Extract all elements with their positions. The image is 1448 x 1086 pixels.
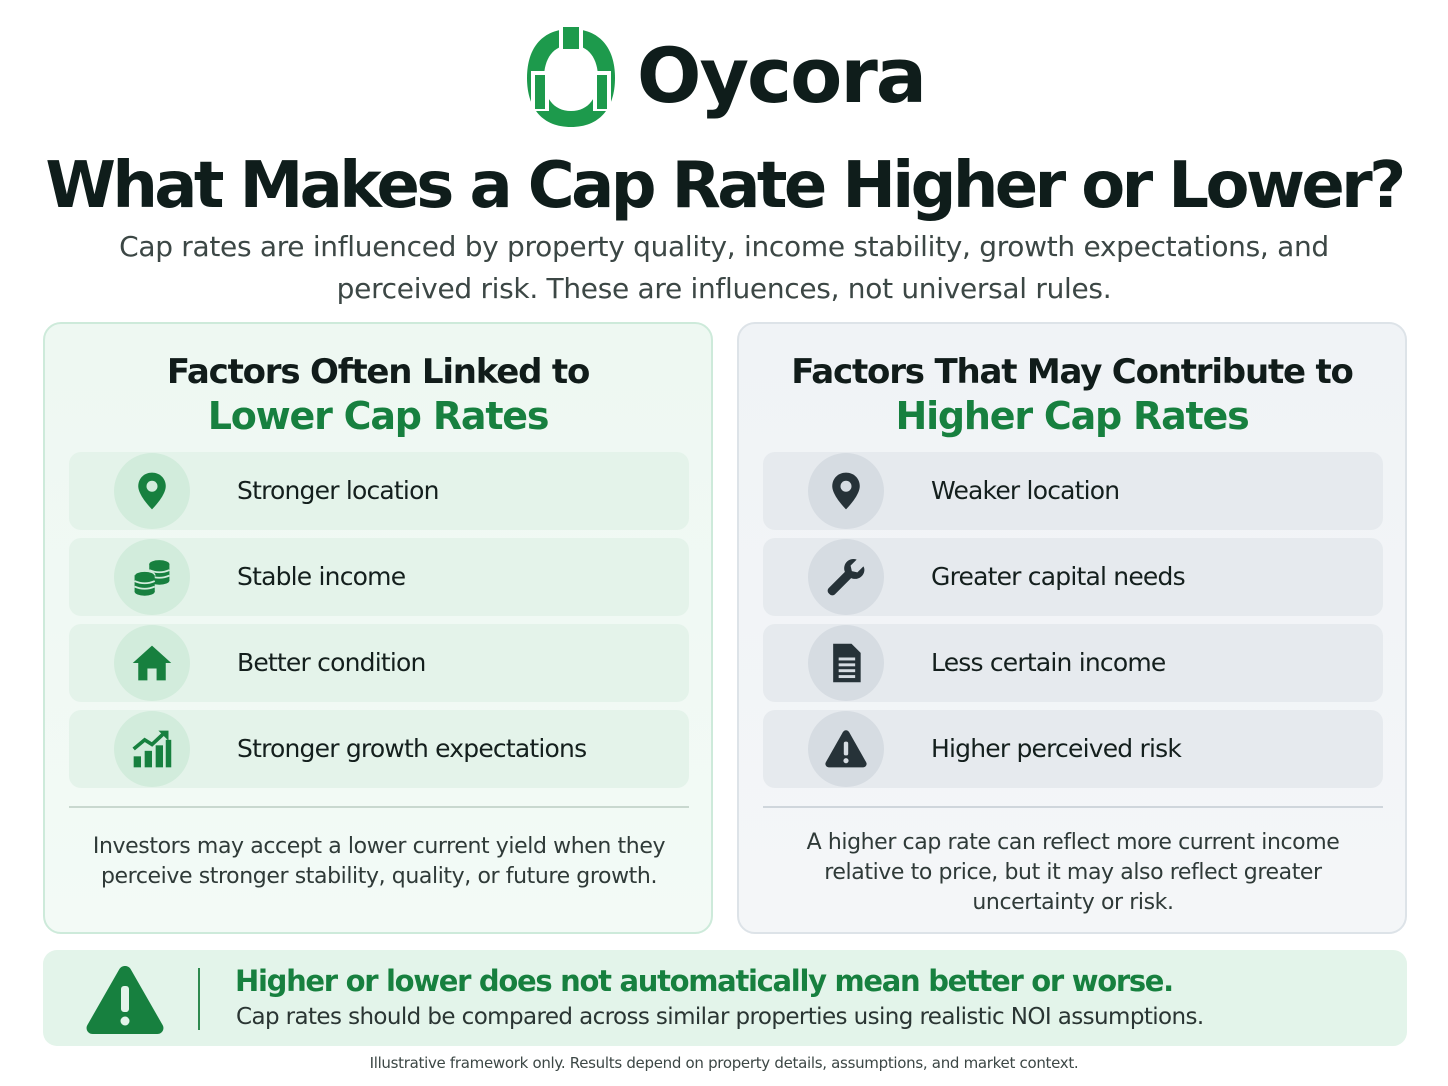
- higher-factor-list: Weaker location Greater capital needs: [763, 452, 1383, 796]
- page-subtitle: Cap rates are influenced by property qua…: [119, 230, 1329, 305]
- document-icon: [808, 625, 884, 701]
- callout-divider: [198, 968, 200, 1030]
- lower-cap-rates-panel: Factors Often Linked to Lower Cap Rates …: [43, 322, 713, 934]
- list-item: Stronger growth expectations: [69, 710, 689, 788]
- callout-text: Cap rates should be compared across simi…: [236, 1004, 1204, 1030]
- higher-panel-heading-line2: Higher Cap Rates: [895, 394, 1249, 438]
- list-item-label: Better condition: [237, 648, 426, 677]
- warning-icon: [808, 711, 884, 787]
- list-item-label: Stable income: [237, 562, 406, 591]
- list-item: Weaker location: [763, 452, 1383, 530]
- list-item: Greater capital needs: [763, 538, 1383, 616]
- wrench-icon: [808, 539, 884, 615]
- list-item-label: Stronger growth expectations: [237, 734, 587, 763]
- higher-panel-heading-line1: Factors That May Contribute to: [791, 352, 1354, 392]
- lower-panel-heading-line1: Factors Often Linked to: [166, 352, 591, 392]
- brand-name: Oycora: [636, 30, 927, 120]
- list-item: Less certain income: [763, 624, 1383, 702]
- location-pin-icon: [808, 453, 884, 529]
- list-item: Better condition: [69, 624, 689, 702]
- list-item-label: Less certain income: [931, 648, 1166, 677]
- lower-panel-heading-line2: Lower Cap Rates: [207, 394, 550, 438]
- panel-divider: [69, 806, 689, 808]
- callout-banner: Higher or lower does not automatically m…: [43, 950, 1407, 1046]
- oycora-logo-icon: [526, 25, 615, 127]
- lower-panel-heading: Factors Often Linked to Lower Cap Rates: [45, 350, 711, 438]
- coins-stack-icon: [114, 539, 190, 615]
- list-item-label: Greater capital needs: [931, 562, 1186, 591]
- location-pin-icon: [114, 453, 190, 529]
- callout-heading: Higher or lower does not automatically m…: [235, 964, 1174, 998]
- growth-chart-icon: [114, 711, 190, 787]
- house-icon: [114, 625, 190, 701]
- brand-logo: Oycora: [0, 22, 1448, 134]
- higher-panel-heading: Factors That May Contribute to Higher Ca…: [739, 350, 1405, 438]
- higher-cap-rates-panel: Factors That May Contribute to Higher Ca…: [737, 322, 1407, 934]
- lower-panel-note: Investors may accept a lower current yie…: [92, 834, 666, 889]
- list-item-label: Weaker location: [931, 476, 1120, 505]
- panel-divider: [763, 806, 1383, 808]
- warning-icon: [86, 966, 164, 1034]
- list-item: Higher perceived risk: [763, 710, 1383, 788]
- list-item-label: Higher perceived risk: [931, 734, 1182, 763]
- footnote: Illustrative framework only. Results dep…: [369, 1054, 1079, 1072]
- higher-panel-note: A higher cap rate can reflect more curre…: [806, 830, 1340, 915]
- list-item: Stable income: [69, 538, 689, 616]
- list-item-label: Stronger location: [237, 476, 439, 505]
- page-title: What Makes a Cap Rate Higher or Lower?: [45, 149, 1406, 223]
- list-item: Stronger location: [69, 452, 689, 530]
- lower-factor-list: Stronger location Stable income: [69, 452, 689, 796]
